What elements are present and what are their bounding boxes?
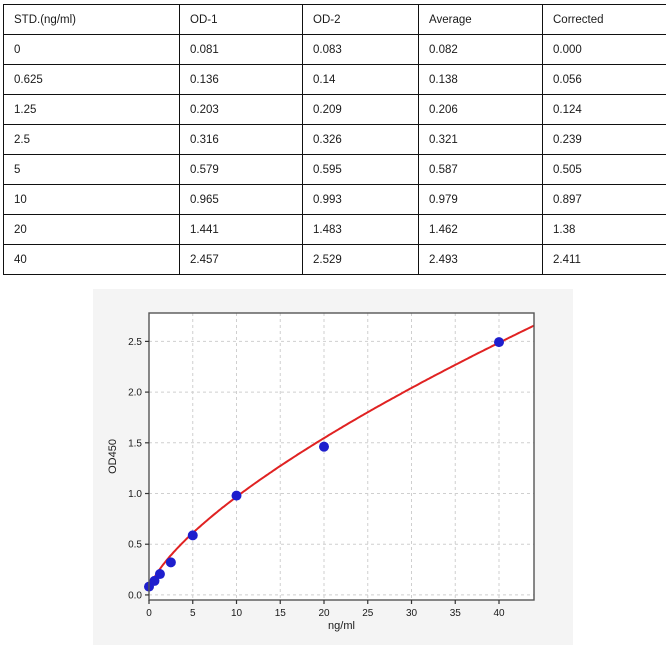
od-value-cell: 0.979	[419, 185, 543, 215]
y-tick-label: 1.0	[128, 489, 142, 500]
y-tick-label: 2.5	[128, 337, 142, 348]
column-header: STD.(ng/ml)	[4, 5, 180, 35]
std-concentration-cell: 5	[4, 155, 180, 185]
data-point	[232, 491, 242, 501]
od-value-cell: 0.056	[543, 65, 666, 95]
x-tick-label: 30	[406, 608, 418, 619]
std-concentration-cell: 2.5	[4, 125, 180, 155]
od-value-cell: 0.082	[419, 35, 543, 65]
od-value-cell: 0.000	[543, 35, 666, 65]
od-value-cell: 0.083	[303, 35, 419, 65]
od-value-cell: 0.321	[419, 125, 543, 155]
od-value-cell: 1.441	[180, 215, 303, 245]
data-point	[188, 530, 198, 540]
column-header: OD-2	[303, 5, 419, 35]
x-tick-label: 25	[362, 608, 374, 619]
y-tick-label: 1.5	[128, 438, 142, 449]
od-value-cell: 0.239	[543, 125, 666, 155]
od-value-cell: 1.38	[543, 215, 666, 245]
od-value-cell: 2.457	[180, 245, 303, 275]
std-concentration-cell: 1.25	[4, 95, 180, 125]
od-value-cell: 2.493	[419, 245, 543, 275]
data-point	[166, 557, 176, 567]
std-concentration-cell: 20	[4, 215, 180, 245]
x-tick-label: 35	[450, 608, 462, 619]
od-value-cell: 0.138	[419, 65, 543, 95]
y-tick-label: 0.0	[128, 590, 142, 601]
od-value-cell: 0.965	[180, 185, 303, 215]
x-tick-label: 5	[190, 608, 196, 619]
data-point	[319, 442, 329, 452]
od-value-cell: 0.897	[543, 185, 666, 215]
x-tick-label: 10	[231, 608, 243, 619]
x-tick-label: 40	[493, 608, 505, 619]
od-value-cell: 0.081	[180, 35, 303, 65]
od-value-cell: 0.595	[303, 155, 419, 185]
od-value-cell: 0.209	[303, 95, 419, 125]
od-value-cell: 0.993	[303, 185, 419, 215]
y-tick-label: 2.0	[128, 388, 142, 399]
od-value-cell: 0.136	[180, 65, 303, 95]
od-value-cell: 0.14	[303, 65, 419, 95]
standard-curve-chart: 0 5 10 15 20 25 30 35 40 0.0 0.5 1.0 1.5 2.0 2.5 ng/ml O…	[93, 289, 573, 645]
plot-area	[149, 313, 534, 600]
column-header: Average	[419, 5, 543, 35]
od-value-cell: 0.203	[180, 95, 303, 125]
standard-curve-figure: 0 5 10 15 20 25 30 35 40 0.0 0.5 1.0 1.5 2.0 2.5 ng/ml O…	[93, 289, 573, 645]
od-value-cell: 1.462	[419, 215, 543, 245]
od-value-cell: 2.529	[303, 245, 419, 275]
od-value-cell: 0.316	[180, 125, 303, 155]
x-axis-label: ng/ml	[328, 620, 355, 632]
od-value-cell: 0.206	[419, 95, 543, 125]
y-tick-label: 0.5	[128, 540, 142, 551]
std-concentration-cell: 0.625	[4, 65, 180, 95]
od-value-cell: 0.505	[543, 155, 666, 185]
column-header: OD-1	[180, 5, 303, 35]
y-axis-label: OD450	[107, 439, 119, 474]
data-point	[494, 337, 504, 347]
data-point	[155, 569, 165, 579]
od-value-cell: 0.326	[303, 125, 419, 155]
x-tick-label: 20	[318, 608, 330, 619]
od-value-cell: 1.483	[303, 215, 419, 245]
od-value-cell: 0.124	[543, 95, 666, 125]
std-concentration-cell: 10	[4, 185, 180, 215]
od-value-cell: 0.579	[180, 155, 303, 185]
column-header: Corrected	[543, 5, 666, 35]
std-concentration-cell: 0	[4, 35, 180, 65]
x-tick-label: 15	[275, 608, 287, 619]
x-tick-label: 0	[146, 608, 152, 619]
od-value-cell: 0.587	[419, 155, 543, 185]
std-concentration-cell: 40	[4, 245, 180, 275]
od-value-cell: 2.411	[543, 245, 666, 275]
